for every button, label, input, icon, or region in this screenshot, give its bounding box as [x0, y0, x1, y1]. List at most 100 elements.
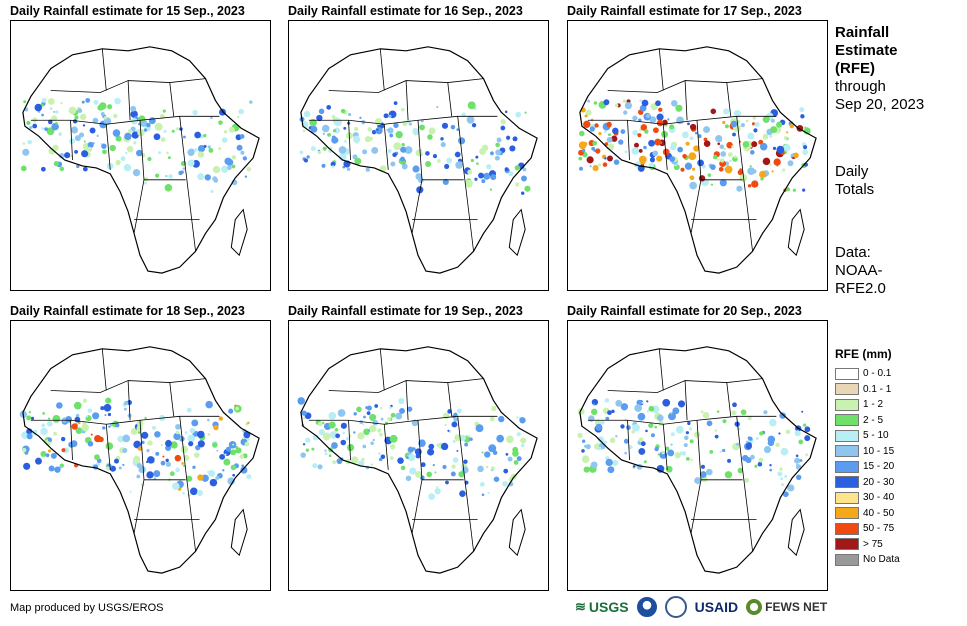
rainfall-cell: [154, 431, 161, 438]
rainfall-cell: [133, 455, 141, 463]
rainfall-cell: [186, 407, 192, 413]
legend-item: 0.1 - 1: [835, 382, 900, 398]
rainfall-cell: [238, 108, 245, 115]
rainfall-cell: [246, 474, 252, 480]
rainfall-cell: [636, 399, 643, 406]
rainfall-cell: [45, 453, 50, 458]
rainfall-cell: [247, 421, 250, 425]
rainfall-cell: [187, 159, 195, 167]
rainfall-cell: [457, 137, 466, 145]
country-border: [627, 120, 630, 160]
rainfall-cell: [113, 113, 118, 119]
rainfall-cell: [58, 132, 62, 136]
rainfall-cell: [133, 141, 137, 145]
rainfall-cell: [776, 145, 785, 154]
rainfall-cell: [65, 416, 73, 423]
rainfall-cell: [689, 123, 697, 131]
rainfall-cell: [717, 142, 721, 146]
rainfall-cell: [165, 174, 168, 178]
rainfall-cell: [228, 408, 234, 414]
rainfall-cell: [152, 425, 157, 430]
rainfall-cell: [87, 146, 93, 152]
rainfall-cell: [689, 136, 694, 141]
rainfall-cell: [322, 146, 327, 151]
rainfall-cell: [604, 398, 610, 403]
rainfall-cell: [175, 127, 179, 131]
rainfall-cell: [781, 483, 785, 487]
rainfall-cell: [390, 443, 396, 450]
rainfall-cell: [173, 432, 181, 441]
rainfall-cell: [514, 165, 521, 171]
rainfall-cell: [85, 98, 91, 103]
rainfall-cell: [317, 150, 322, 155]
side-title-line2: Estimate: [835, 42, 898, 59]
rainfall-cell: [669, 156, 676, 162]
rainfall-cell: [684, 162, 693, 170]
rainfall-cell: [747, 416, 752, 421]
rainfall-cell: [60, 101, 63, 105]
rainfall-cell: [333, 118, 342, 127]
rainfall-cell: [87, 441, 94, 447]
rainfall-cell: [755, 437, 759, 441]
rainfall-cell: [125, 151, 128, 155]
rainfall-cell: [353, 412, 357, 416]
rainfall-cell: [303, 417, 306, 420]
rainfall-cell: [432, 464, 435, 467]
rainfall-cell: [336, 458, 343, 465]
rainfall-cell: [661, 130, 669, 138]
rainfall-cell: [682, 154, 687, 159]
rainfall-cell: [592, 165, 599, 172]
rainfall-cell: [724, 471, 733, 479]
rainfall-cell: [34, 103, 43, 112]
rainfall-cell: [719, 179, 727, 187]
rainfall-cell: [650, 433, 655, 438]
rainfall-cell: [796, 474, 802, 481]
rainfall-cell: [481, 451, 484, 454]
rainfall-cell: [115, 159, 121, 166]
rainfall-cell: [107, 104, 113, 110]
rainfall-cell: [486, 164, 492, 170]
rainfall-cell: [355, 140, 359, 144]
rainfall-cell: [73, 401, 82, 410]
rainfall-cell: [342, 431, 345, 435]
rainfall-cell: [223, 458, 231, 466]
rainfall-cell: [303, 158, 308, 163]
rainfall-cell: [412, 165, 420, 173]
rainfall-cell: [615, 399, 623, 407]
rainfall-cell: [126, 145, 134, 153]
rainfall-cell: [587, 99, 591, 103]
rainfall-cell: [489, 416, 495, 422]
rainfall-cell: [20, 165, 27, 172]
rainfall-cell: [26, 433, 33, 440]
country-border: [30, 115, 220, 125]
rainfall-cell: [595, 423, 603, 431]
rainfall-cell: [306, 155, 310, 159]
rainfall-cell: [122, 463, 125, 467]
rainfall-cell: [762, 115, 770, 123]
rainfall-cell: [804, 126, 807, 129]
rainfall-cell: [603, 440, 608, 444]
rainfall-cell: [579, 130, 585, 137]
rainfall-cell: [114, 97, 121, 105]
rainfall-cell: [632, 465, 636, 468]
rainfall-cell: [164, 183, 173, 192]
legend-item: 1 - 2: [835, 397, 900, 413]
rainfall-cell: [346, 167, 351, 171]
rainfall-cell: [682, 131, 689, 139]
legend-item: 0 - 0.1: [835, 366, 900, 382]
rainfall-cell: [615, 435, 618, 438]
rainfall-cell: [247, 438, 250, 441]
legend-label: 30 - 40: [863, 492, 895, 504]
rainfall-cell: [787, 160, 794, 167]
rainfall-cell: [32, 123, 38, 129]
rainfall-map-3: [567, 20, 828, 291]
rainfall-cell: [172, 482, 180, 491]
rainfall-cell: [305, 437, 311, 443]
country-border: [587, 415, 777, 425]
rainfall-cell: [719, 144, 725, 150]
rainfall-cell: [770, 126, 778, 134]
rainfall-cell: [789, 123, 794, 129]
rainfall-cell: [519, 417, 526, 424]
rainfall-cell: [236, 115, 240, 119]
rainfall-cell: [334, 428, 339, 432]
